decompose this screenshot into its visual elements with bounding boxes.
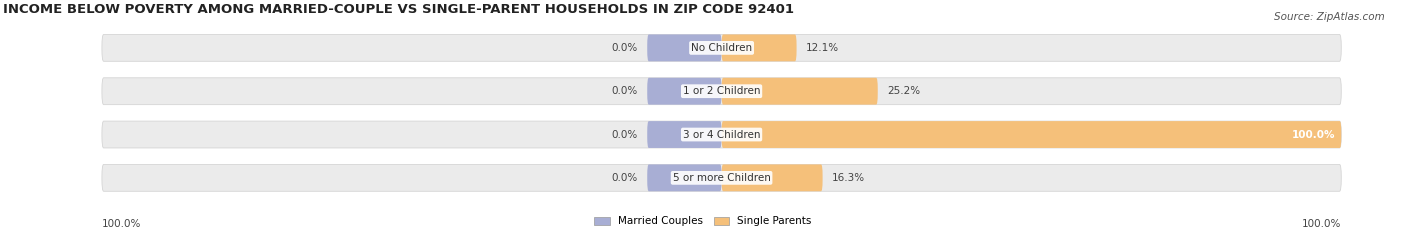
Text: INCOME BELOW POVERTY AMONG MARRIED-COUPLE VS SINGLE-PARENT HOUSEHOLDS IN ZIP COD: INCOME BELOW POVERTY AMONG MARRIED-COUPL… (3, 3, 794, 16)
FancyBboxPatch shape (721, 78, 877, 105)
Text: 0.0%: 0.0% (612, 173, 638, 183)
Text: Source: ZipAtlas.com: Source: ZipAtlas.com (1274, 12, 1385, 22)
Text: 5 or more Children: 5 or more Children (672, 173, 770, 183)
FancyBboxPatch shape (721, 121, 1341, 148)
Text: 100.0%: 100.0% (1302, 219, 1341, 230)
Text: 100.0%: 100.0% (1292, 130, 1336, 140)
Text: No Children: No Children (690, 43, 752, 53)
Text: 0.0%: 0.0% (612, 130, 638, 140)
FancyBboxPatch shape (647, 34, 721, 61)
Text: 12.1%: 12.1% (806, 43, 839, 53)
FancyBboxPatch shape (721, 34, 797, 61)
Text: 3 or 4 Children: 3 or 4 Children (683, 130, 761, 140)
Legend: Married Couples, Single Parents: Married Couples, Single Parents (591, 212, 815, 231)
FancyBboxPatch shape (101, 121, 1341, 148)
FancyBboxPatch shape (101, 34, 1341, 61)
Text: 25.2%: 25.2% (887, 86, 920, 96)
Text: 0.0%: 0.0% (612, 86, 638, 96)
FancyBboxPatch shape (101, 164, 1341, 191)
Text: 100.0%: 100.0% (101, 219, 141, 230)
Text: 0.0%: 0.0% (612, 43, 638, 53)
FancyBboxPatch shape (647, 121, 721, 148)
Text: 16.3%: 16.3% (832, 173, 865, 183)
FancyBboxPatch shape (721, 164, 823, 191)
FancyBboxPatch shape (647, 78, 721, 105)
Text: 1 or 2 Children: 1 or 2 Children (683, 86, 761, 96)
FancyBboxPatch shape (647, 164, 721, 191)
FancyBboxPatch shape (101, 78, 1341, 105)
